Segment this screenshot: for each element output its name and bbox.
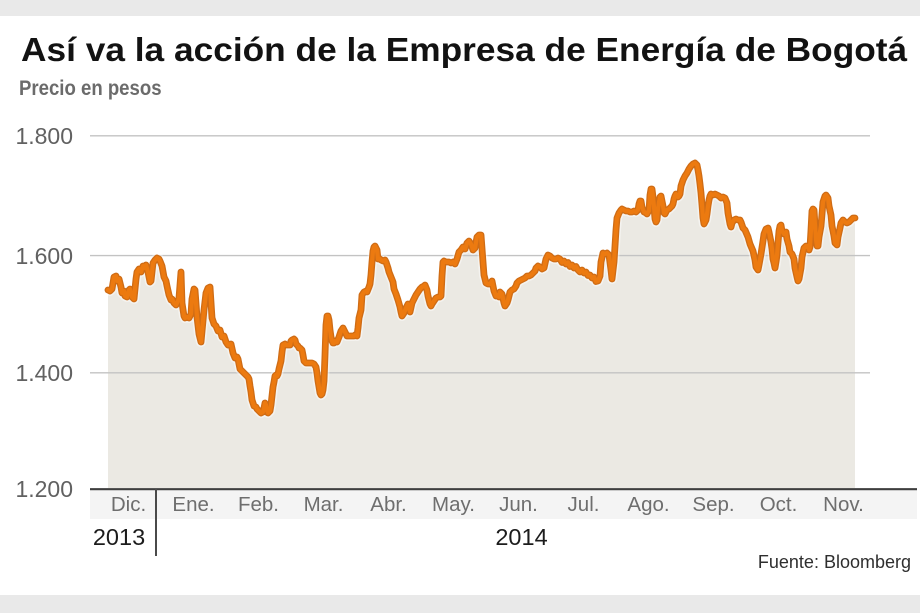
svg-text:Feb.: Feb. bbox=[238, 493, 279, 516]
svg-text:Abr.: Abr. bbox=[370, 493, 406, 516]
svg-text:Ago.: Ago. bbox=[627, 493, 669, 516]
svg-text:Oct.: Oct. bbox=[760, 493, 798, 516]
svg-text:2013: 2013 bbox=[93, 524, 145, 550]
svg-text:Jun.: Jun. bbox=[499, 493, 538, 516]
svg-text:Ene.: Ene. bbox=[172, 493, 214, 516]
svg-text:Nov.: Nov. bbox=[823, 493, 864, 516]
svg-text:1.200: 1.200 bbox=[15, 476, 73, 502]
svg-text:1.600: 1.600 bbox=[15, 243, 73, 269]
svg-text:May.: May. bbox=[432, 493, 475, 516]
svg-text:2014: 2014 bbox=[495, 524, 547, 550]
svg-text:1.400: 1.400 bbox=[15, 360, 73, 386]
svg-text:Sep.: Sep. bbox=[692, 493, 734, 516]
svg-text:Mar.: Mar. bbox=[304, 493, 344, 516]
svg-text:Dic.: Dic. bbox=[111, 493, 146, 516]
svg-text:1.800: 1.800 bbox=[15, 123, 73, 149]
svg-text:Jul.: Jul. bbox=[568, 493, 600, 516]
